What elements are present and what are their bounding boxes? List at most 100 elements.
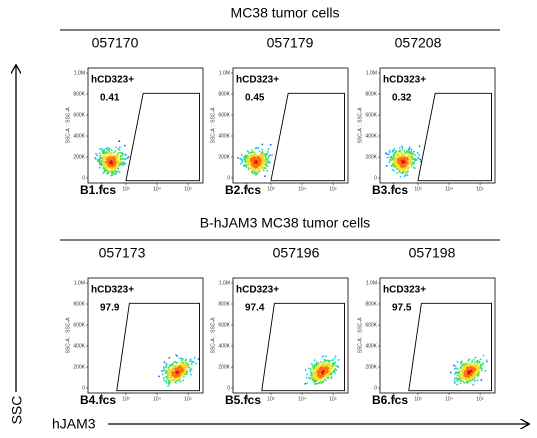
event-dot [105,164,108,167]
event-dot [181,373,184,376]
event-dot [108,160,111,163]
event-dot [182,370,185,372]
event-dot [188,360,191,362]
event-dot [329,372,332,375]
y-tick-label: 0 [82,175,85,181]
event-dot [396,153,398,156]
event-dot [324,362,327,365]
x-tick-label: 10⁵ [184,186,192,192]
event-dot [399,150,402,153]
event-dot [254,155,257,158]
event-dot [472,383,475,386]
event-dot [334,355,337,358]
event-dot [123,158,126,161]
y-tick-label: 600K [365,322,377,328]
event-dot [468,375,471,378]
event-dot [99,147,101,150]
y-tick-label: 800K [218,91,230,97]
event-dot [319,381,321,384]
event-dot [117,162,120,165]
y-tick-label: 800K [218,301,230,307]
event-dot [109,170,112,172]
event-dot [461,371,464,374]
event-dot [178,379,181,381]
y-tick-label: 800K [73,91,85,97]
event-dot [102,155,105,158]
gate [116,302,201,392]
event-dot [265,152,268,155]
event-dot [269,154,271,157]
event-dot [116,156,118,159]
event-dot [180,357,183,360]
gate [417,92,492,182]
event-dot [195,362,197,365]
event-dot [332,362,335,365]
event-dot [474,356,477,359]
event-dot [170,373,172,376]
gate-label: hCD323+ [236,285,279,296]
event-dot [392,162,395,165]
event-dot [259,155,262,158]
event-dot [463,370,466,373]
event-dot [190,373,193,376]
event-dot [112,155,114,157]
event-dot [453,373,456,375]
event-dot [125,154,127,157]
event-dot [266,165,269,168]
event-dot [261,143,264,146]
event-dot [182,363,185,366]
event-dot [469,374,472,376]
event-dot [252,159,255,161]
event-dot [111,158,113,161]
event-dot [246,154,249,157]
event-dot [469,370,472,372]
event-dot [243,155,246,158]
event-dot [403,161,406,164]
event-dot [475,365,478,368]
event-dot [452,364,455,367]
event-dot [101,150,103,152]
event-dot [316,364,319,367]
event-dot [189,358,192,361]
gate [270,92,345,182]
event-dot [115,146,117,149]
event-dot [105,147,108,150]
event-dot [410,159,412,162]
event-dot [395,159,397,162]
event-dot [456,383,459,386]
x-tick-label: 10⁴ [153,186,161,192]
event-dot [170,378,173,381]
group-title: B-hJAM3 MC38 tumor cells [200,215,370,231]
event-dot [410,165,413,168]
event-dot [121,154,124,157]
event-dot [480,367,483,370]
event-dot [158,375,160,378]
event-dot [325,355,327,358]
y-tick-label: 1.0M [74,280,85,286]
event-dot [174,367,177,370]
event-dot [261,164,264,167]
event-dot [322,355,325,358]
event-dot [267,151,269,153]
event-dot [261,152,263,155]
event-dot [405,151,408,154]
event-dot [168,374,170,377]
event-dot [320,370,322,373]
event-dot [245,161,247,163]
gate-percent: 97.5 [392,303,412,314]
event-dot [407,166,410,169]
event-dot [330,377,333,379]
event-dot [325,375,328,378]
event-dot [313,364,316,366]
event-dot [393,163,396,166]
event-dot [454,371,457,374]
event-dot [101,148,104,150]
event-dot [408,146,411,149]
event-dot [472,375,475,378]
event-dot [178,365,180,368]
event-dot [116,164,119,167]
event-dot [403,156,406,159]
sample-id: 057196 [273,245,320,261]
event-dot [174,369,177,372]
event-dot [311,364,314,367]
